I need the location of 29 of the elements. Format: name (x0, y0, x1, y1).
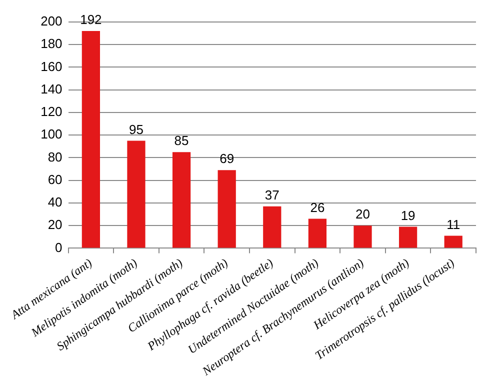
bar (263, 206, 282, 248)
data-label: 26 (310, 200, 325, 215)
y-tick-label: 140 (40, 81, 62, 96)
y-tick-label: 200 (40, 14, 62, 29)
y-tick-label: 160 (40, 58, 62, 74)
bar (172, 152, 191, 248)
data-label: 69 (220, 151, 234, 166)
y-tick-label: 180 (40, 36, 62, 52)
y-tick-label: 0 (55, 240, 62, 255)
bar (127, 140, 146, 248)
data-label: 11 (446, 216, 460, 232)
bar (218, 170, 236, 248)
data-label: 192 (80, 12, 102, 28)
data-label: 95 (129, 122, 144, 137)
data-label: 20 (356, 206, 370, 222)
bar (308, 218, 327, 248)
y-tick-label: 120 (40, 104, 62, 120)
bar (398, 226, 418, 248)
y-tick-label: 40 (48, 194, 62, 210)
data-label: 85 (174, 133, 189, 148)
bar (444, 236, 462, 248)
data-label: 19 (400, 208, 416, 223)
data-label: 37 (264, 187, 280, 202)
y-tick-label: 80 (48, 149, 62, 164)
y-tick-label: 100 (40, 126, 62, 142)
y-tick-label: 20 (48, 217, 62, 232)
bar (354, 226, 372, 248)
y-tick-label: 60 (48, 172, 62, 187)
bar (82, 31, 100, 248)
